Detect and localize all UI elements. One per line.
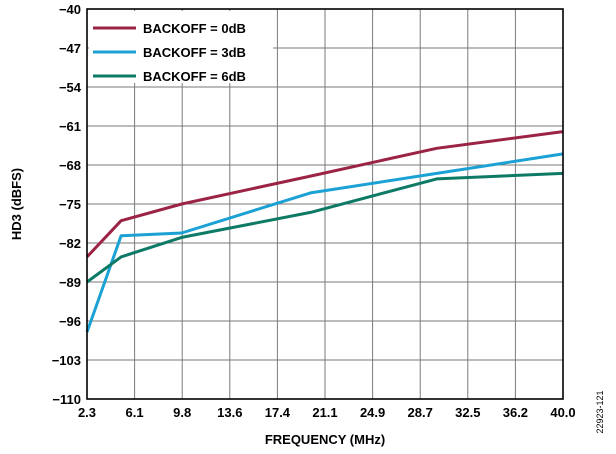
legend: BACKOFF = 0dB BACKOFF = 3dB BACKOFF = 6dB: [89, 11, 273, 84]
series-line-2: [85, 152, 564, 333]
plot-frame: [86, 8, 564, 400]
x-tick-label: 24.9: [360, 405, 385, 420]
legend-label-1: BACKOFF = 0dB: [143, 21, 246, 36]
y-tick-label: −103: [52, 353, 81, 368]
y-tick-label: −61: [59, 119, 81, 134]
x-axis-title: FREQUENCY (MHz): [265, 432, 385, 447]
x-tick-label: 32.5: [455, 405, 480, 420]
x-tick-label: 40.0: [550, 405, 575, 420]
y-tick-label: −89: [59, 275, 81, 290]
x-tick-labels: 2.3 6.1 9.8 13.6 17.4 21.1 24.9 28.7 32.5 36.2 40.…: [78, 405, 576, 420]
x-tick-label: 21.1: [312, 405, 337, 420]
figure-id: 22923-121: [595, 390, 605, 433]
x-tick-label: 17.4: [265, 405, 291, 420]
y-tick-label: −75: [59, 197, 81, 212]
y-tick-label: −68: [59, 158, 81, 173]
legend-label-3: BACKOFF = 6dB: [143, 69, 246, 84]
x-tick-label: 2.3: [78, 405, 96, 420]
y-tick-label: −110: [52, 392, 81, 407]
x-tick-label: 6.1: [126, 405, 144, 420]
y-tick-label: −96: [59, 314, 81, 329]
series-line-3: [86, 171, 564, 284]
legend-background: [89, 11, 273, 83]
x-tick-label: 28.7: [408, 405, 433, 420]
x-tick-label: 13.6: [217, 405, 242, 420]
y-tick-label: −40: [59, 2, 81, 17]
series-lines: [85, 130, 564, 333]
x-tick-label: 9.8: [173, 405, 191, 420]
y-tick-label: −47: [59, 41, 81, 56]
y-tick-label: −82: [59, 236, 81, 251]
series-line-1: [85, 130, 564, 258]
x-tick-label: 36.2: [503, 405, 528, 420]
y-axis-title: HD3 (dBFS): [9, 168, 24, 240]
legend-label-2: BACKOFF = 3dB: [143, 45, 246, 60]
y-tick-labels: −40 −47 −54 −61 −68 −75 −82 −89 −96 −103 −110: [52, 2, 82, 407]
y-tick-label: −54: [59, 80, 82, 95]
